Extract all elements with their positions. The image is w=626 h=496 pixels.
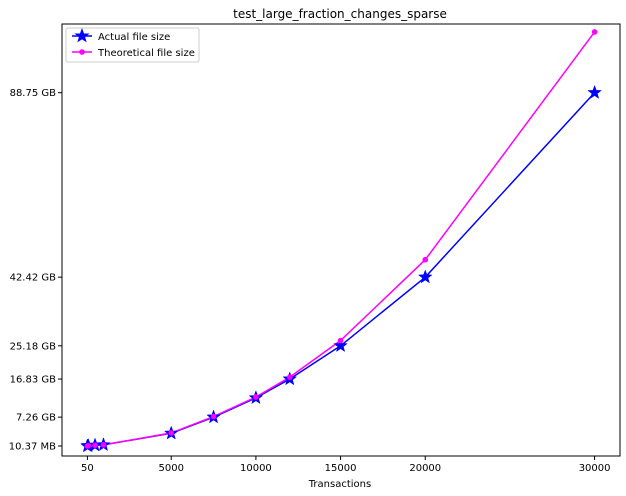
y-tick-label: 16.83 GB — [10, 375, 57, 386]
data-point-theoretical — [422, 256, 429, 263]
y-tick-label: 25.18 GB — [10, 341, 57, 352]
y-axis: 10.37 MB 7.26 GB 16.83 GB 25.18 GB 42.42 GB 8… — [9, 88, 62, 453]
series-layer — [80, 29, 602, 453]
legend-label-theoretical: Theoretical file size — [97, 48, 195, 59]
y-tick-label: 42.42 GB — [10, 273, 57, 284]
y-tick-label: 7.26 GB — [16, 413, 56, 424]
x-axis-label: Transactions — [308, 479, 371, 490]
data-point-theoretical — [286, 374, 293, 380]
data-point-theoretical — [168, 430, 175, 436]
x-tick-label: 50 — [81, 463, 94, 474]
data-point-theoretical — [253, 394, 259, 400]
chart-title: test_large_fraction_changes_sparse — [233, 7, 447, 21]
x-tick-label: 20000 — [409, 463, 441, 474]
x-tick-label: 5000 — [159, 463, 184, 474]
x-tick-label: 30000 — [579, 463, 611, 474]
y-tick-label: 88.75 GB — [10, 88, 57, 99]
legend-label-actual: Actual file size — [98, 32, 170, 43]
legend-star-marker — [74, 28, 90, 43]
data-point-theoretical — [92, 442, 98, 449]
y-tick-label: 10.37 MB — [9, 442, 56, 453]
data-point-actual — [587, 84, 602, 99]
legend-box — [65, 27, 200, 63]
data-point-actual — [417, 269, 433, 284]
data-point-theoretical — [85, 442, 92, 449]
x-tick-label: 10000 — [240, 463, 272, 474]
legend-circle-marker — [79, 49, 85, 55]
data-point-theoretical — [591, 29, 598, 35]
data-point-theoretical — [337, 337, 344, 344]
x-axis: 50 5000 10000 15000 20000 30000 — [81, 456, 611, 474]
data-point-theoretical — [100, 442, 107, 448]
legend: Actual file size Theoretical file size — [65, 27, 200, 63]
data-point-theoretical — [210, 413, 217, 420]
data-point-actual — [333, 338, 348, 353]
x-tick-label: 15000 — [325, 463, 357, 474]
